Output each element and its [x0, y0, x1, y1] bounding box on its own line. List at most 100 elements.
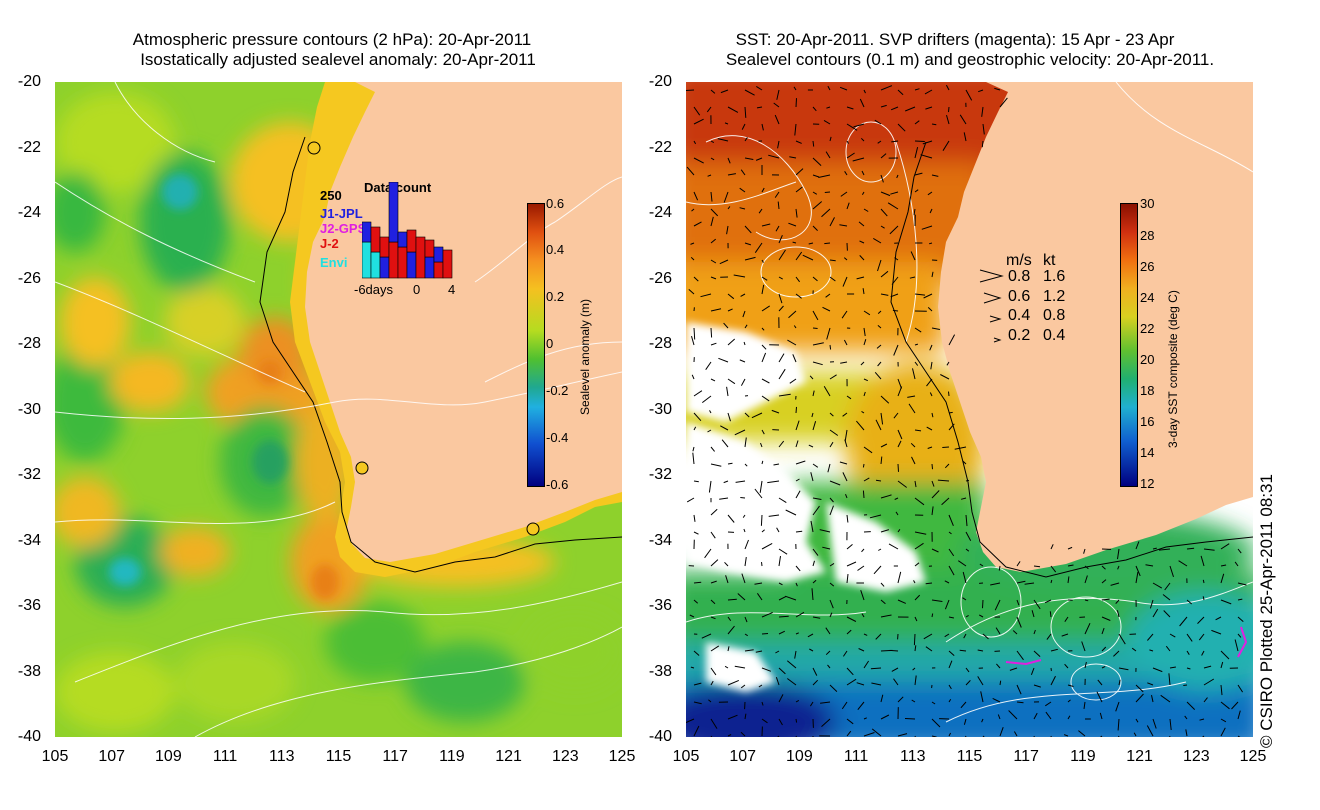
- velocity-arrow: [873, 237, 882, 244]
- velocity-arrow: [707, 429, 712, 433]
- velocity-arrow: [787, 678, 797, 686]
- tide-gauge-marker[interactable]: [355, 461, 369, 475]
- velocity-arrow: [793, 86, 797, 91]
- velocity-arrow: [1067, 546, 1073, 550]
- longitude-tick-label: 119: [439, 748, 465, 765]
- velocity-arrow: [795, 293, 802, 299]
- velocity-arrow: [958, 560, 967, 567]
- velocity-arrow: [1050, 648, 1058, 652]
- velocity-arrow: [761, 718, 768, 724]
- velocity-arrow: [911, 456, 916, 465]
- velocity-arrow: [1084, 661, 1087, 669]
- velocity-arrow: [740, 731, 746, 737]
- velocity-arrow: [778, 249, 786, 261]
- velocity-arrow: [982, 123, 985, 135]
- velocity-arrow: [812, 667, 818, 676]
- velocity-arrow: [744, 616, 748, 623]
- velocity-arrow: [761, 305, 770, 312]
- velocity-arrow: [914, 594, 921, 601]
- velocity-arrow: [963, 718, 967, 725]
- velocity-arrow: [724, 122, 729, 125]
- velocity-arrow: [740, 293, 746, 297]
- velocity-arrow: [912, 368, 916, 380]
- velocity-arrow: [861, 548, 865, 553]
- velocity-arrow: [978, 89, 984, 93]
- velocity-arrow: [914, 542, 924, 550]
- velocity-arrow: [877, 140, 882, 144]
- velocity-arrow: [887, 202, 899, 210]
- latitude-tick-label: -38: [17, 662, 41, 680]
- velocity-arrow: [778, 353, 785, 363]
- velocity-arrow: [787, 339, 797, 346]
- velocity-arrow: [1033, 629, 1036, 635]
- velocity-arrow: [812, 342, 824, 346]
- velocity-arrow: [931, 735, 937, 737]
- velocity-arrow: [1083, 548, 1086, 554]
- velocity-arrow: [960, 497, 967, 500]
- velocity-arrow: [1151, 694, 1154, 703]
- velocity-arrow: [914, 189, 919, 193]
- velocity-arrow: [859, 240, 865, 244]
- tide-gauge-marker[interactable]: [526, 522, 540, 536]
- velocity-arrow: [727, 206, 731, 210]
- velocity-arrow: [1220, 573, 1225, 584]
- velocity-arrow: [795, 632, 799, 635]
- sst-map[interactable]: [686, 82, 1253, 737]
- velocity-arrow: [739, 187, 746, 193]
- velocity-arrow: [846, 152, 855, 159]
- velocity-arrow: [880, 443, 888, 448]
- velocity-arrow: [846, 544, 853, 550]
- velocity-arrow: [840, 191, 848, 197]
- sealevel-cb-tick: 0: [546, 336, 554, 351]
- sealevel-colorbar: [527, 203, 545, 487]
- velocity-arrow: [946, 361, 950, 366]
- velocity-arrow: [829, 412, 834, 417]
- velocity-arrow: [863, 446, 873, 454]
- velocity-arrow: [829, 612, 833, 618]
- velocity-arrow: [914, 343, 919, 346]
- velocity-arrow: [1186, 650, 1190, 655]
- velocity-arrow: [789, 378, 797, 384]
- velocity-arrow: [693, 390, 703, 397]
- svp-drifter-track[interactable]: [1237, 626, 1248, 658]
- velocity-arrow: [744, 463, 748, 467]
- velocity-arrow: [822, 546, 831, 550]
- longitude-tick-label: 107: [729, 748, 757, 765]
- velocity-arrow: [911, 699, 916, 703]
- velocity-arrow: [795, 565, 801, 572]
- tide-gauge-marker[interactable]: [307, 141, 321, 155]
- velocity-arrow: [789, 156, 797, 159]
- velocity-arrow: [710, 599, 716, 605]
- velocity-arrow: [773, 102, 780, 108]
- velocity-arrow: [843, 339, 848, 346]
- velocity-arrow: [744, 633, 748, 637]
- velocity-legend-ms: 0.4: [1008, 307, 1031, 324]
- velocity-arrow: [690, 256, 695, 261]
- velocity-arrow: [863, 378, 869, 382]
- velocity-arrow: [761, 284, 765, 295]
- velocity-arrow: [927, 191, 933, 196]
- longitude-tick-label: 117: [382, 748, 408, 765]
- svp-drifter-track[interactable]: [1005, 659, 1042, 666]
- velocity-arrow: [727, 514, 735, 523]
- velocity-arrow: [1152, 667, 1163, 673]
- velocity-arrow: [1202, 735, 1205, 737]
- velocity-arrow: [893, 412, 899, 419]
- histogram-xtick: 0: [413, 282, 421, 297]
- longitude-tick-label: 107: [98, 748, 126, 765]
- velocity-arrow: [690, 666, 695, 669]
- isobath-line: [890, 141, 1253, 578]
- velocity-arrow: [755, 650, 763, 653]
- velocity-arrow: [877, 361, 882, 367]
- velocity-arrow: [982, 599, 984, 609]
- velocity-arrow: [1009, 667, 1018, 671]
- velocity-arrow: [778, 694, 784, 703]
- velocity-arrow: [992, 697, 1001, 703]
- velocity-arrow: [1220, 661, 1224, 669]
- velocity-arrow: [1135, 541, 1140, 550]
- velocity-arrow: [962, 460, 967, 465]
- velocity-arrow: [777, 140, 780, 149]
- velocity-arrow: [1045, 711, 1052, 720]
- velocity-arrow: [727, 462, 733, 465]
- sealevel-cb-tick: 0.2: [546, 289, 565, 304]
